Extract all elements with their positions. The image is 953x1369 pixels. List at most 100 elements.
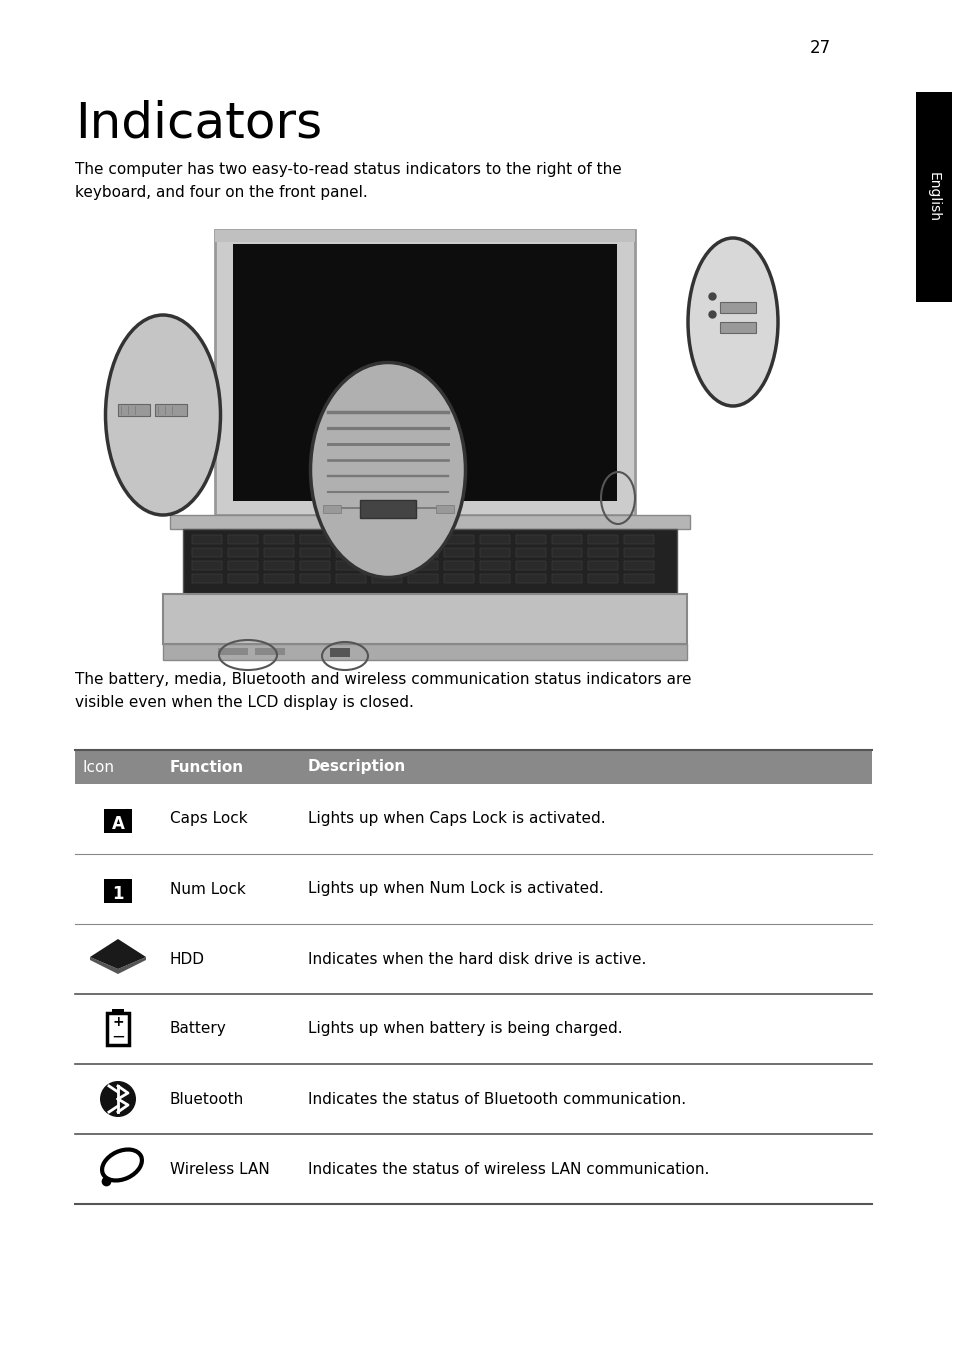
Bar bbox=[107, 1013, 129, 1045]
Bar bbox=[623, 535, 654, 543]
Text: English: English bbox=[926, 172, 940, 222]
Text: Lights up when Num Lock is activated.: Lights up when Num Lock is activated. bbox=[308, 882, 603, 897]
Bar bbox=[587, 535, 618, 543]
Text: Function: Function bbox=[170, 760, 244, 775]
Text: Indicates when the hard disk drive is active.: Indicates when the hard disk drive is ac… bbox=[308, 951, 646, 967]
Bar bbox=[75, 1064, 871, 1134]
Bar bbox=[372, 574, 401, 583]
Bar bbox=[192, 535, 222, 543]
Text: Icon: Icon bbox=[83, 760, 115, 775]
Text: Bluetooth: Bluetooth bbox=[170, 1091, 244, 1106]
Text: HDD: HDD bbox=[170, 951, 205, 967]
Bar bbox=[170, 515, 689, 528]
Bar bbox=[330, 648, 350, 657]
Bar bbox=[516, 574, 545, 583]
Bar bbox=[915, 92, 951, 303]
Bar bbox=[183, 528, 677, 594]
Bar bbox=[228, 561, 257, 570]
Bar bbox=[299, 548, 330, 557]
Bar bbox=[516, 535, 545, 543]
Bar bbox=[214, 230, 635, 242]
Text: Indicators: Indicators bbox=[75, 100, 322, 148]
Text: 1: 1 bbox=[112, 884, 124, 904]
Bar bbox=[443, 574, 474, 583]
Bar bbox=[75, 218, 869, 650]
Bar bbox=[264, 548, 294, 557]
Bar bbox=[192, 574, 222, 583]
Bar bbox=[335, 574, 366, 583]
Bar bbox=[516, 561, 545, 570]
Bar bbox=[264, 574, 294, 583]
Bar bbox=[299, 561, 330, 570]
Bar bbox=[323, 505, 340, 513]
Bar bbox=[75, 784, 871, 854]
Bar bbox=[264, 561, 294, 570]
Bar bbox=[359, 500, 416, 517]
Text: 27: 27 bbox=[808, 38, 830, 57]
Text: Num Lock: Num Lock bbox=[170, 882, 246, 897]
Text: A: A bbox=[112, 815, 124, 832]
Bar bbox=[228, 535, 257, 543]
Bar bbox=[233, 244, 617, 501]
Bar bbox=[214, 230, 635, 515]
Text: Lights up when Caps Lock is activated.: Lights up when Caps Lock is activated. bbox=[308, 812, 605, 827]
Bar bbox=[154, 404, 187, 416]
Bar bbox=[408, 548, 437, 557]
Bar bbox=[335, 548, 366, 557]
Bar bbox=[264, 535, 294, 543]
Bar bbox=[623, 574, 654, 583]
Text: The battery, media, Bluetooth and wireless communication status indicators are
v: The battery, media, Bluetooth and wirele… bbox=[75, 672, 691, 711]
Bar bbox=[479, 561, 510, 570]
Polygon shape bbox=[90, 957, 146, 973]
Bar bbox=[623, 548, 654, 557]
Text: Lights up when battery is being charged.: Lights up when battery is being charged. bbox=[308, 1021, 622, 1036]
Bar bbox=[335, 535, 366, 543]
Bar bbox=[552, 535, 581, 543]
Bar bbox=[587, 548, 618, 557]
Bar bbox=[443, 535, 474, 543]
Bar bbox=[104, 879, 132, 904]
Bar bbox=[479, 535, 510, 543]
Bar bbox=[75, 854, 871, 924]
Polygon shape bbox=[90, 939, 146, 969]
Bar bbox=[112, 1009, 124, 1014]
Text: +: + bbox=[112, 1014, 124, 1029]
Bar bbox=[228, 574, 257, 583]
Bar bbox=[408, 574, 437, 583]
Bar bbox=[408, 561, 437, 570]
Bar bbox=[720, 303, 755, 314]
Bar bbox=[720, 322, 755, 333]
Bar bbox=[163, 594, 686, 643]
Bar bbox=[299, 574, 330, 583]
Bar bbox=[75, 994, 871, 1064]
Bar bbox=[163, 643, 686, 660]
Ellipse shape bbox=[106, 315, 220, 515]
Text: Indicates the status of Bluetooth communication.: Indicates the status of Bluetooth commun… bbox=[308, 1091, 685, 1106]
Text: The computer has two easy-to-read status indicators to the right of the
keyboard: The computer has two easy-to-read status… bbox=[75, 162, 621, 200]
Bar bbox=[218, 648, 248, 654]
Bar bbox=[254, 648, 285, 654]
Bar bbox=[192, 548, 222, 557]
Bar bbox=[623, 561, 654, 570]
Text: Wireless LAN: Wireless LAN bbox=[170, 1161, 270, 1176]
Ellipse shape bbox=[310, 363, 465, 578]
Text: Description: Description bbox=[308, 760, 406, 775]
Bar bbox=[372, 535, 401, 543]
Bar bbox=[516, 548, 545, 557]
Bar bbox=[552, 561, 581, 570]
Bar bbox=[479, 574, 510, 583]
Bar bbox=[443, 561, 474, 570]
Text: −: − bbox=[111, 1028, 125, 1046]
Bar bbox=[75, 750, 871, 784]
Bar bbox=[372, 548, 401, 557]
Bar bbox=[587, 561, 618, 570]
Bar bbox=[408, 535, 437, 543]
Ellipse shape bbox=[687, 238, 778, 407]
Bar bbox=[75, 1134, 871, 1203]
Bar bbox=[299, 535, 330, 543]
Bar bbox=[552, 574, 581, 583]
Bar bbox=[118, 404, 150, 416]
Text: Caps Lock: Caps Lock bbox=[170, 812, 248, 827]
Bar bbox=[372, 561, 401, 570]
Bar bbox=[587, 574, 618, 583]
